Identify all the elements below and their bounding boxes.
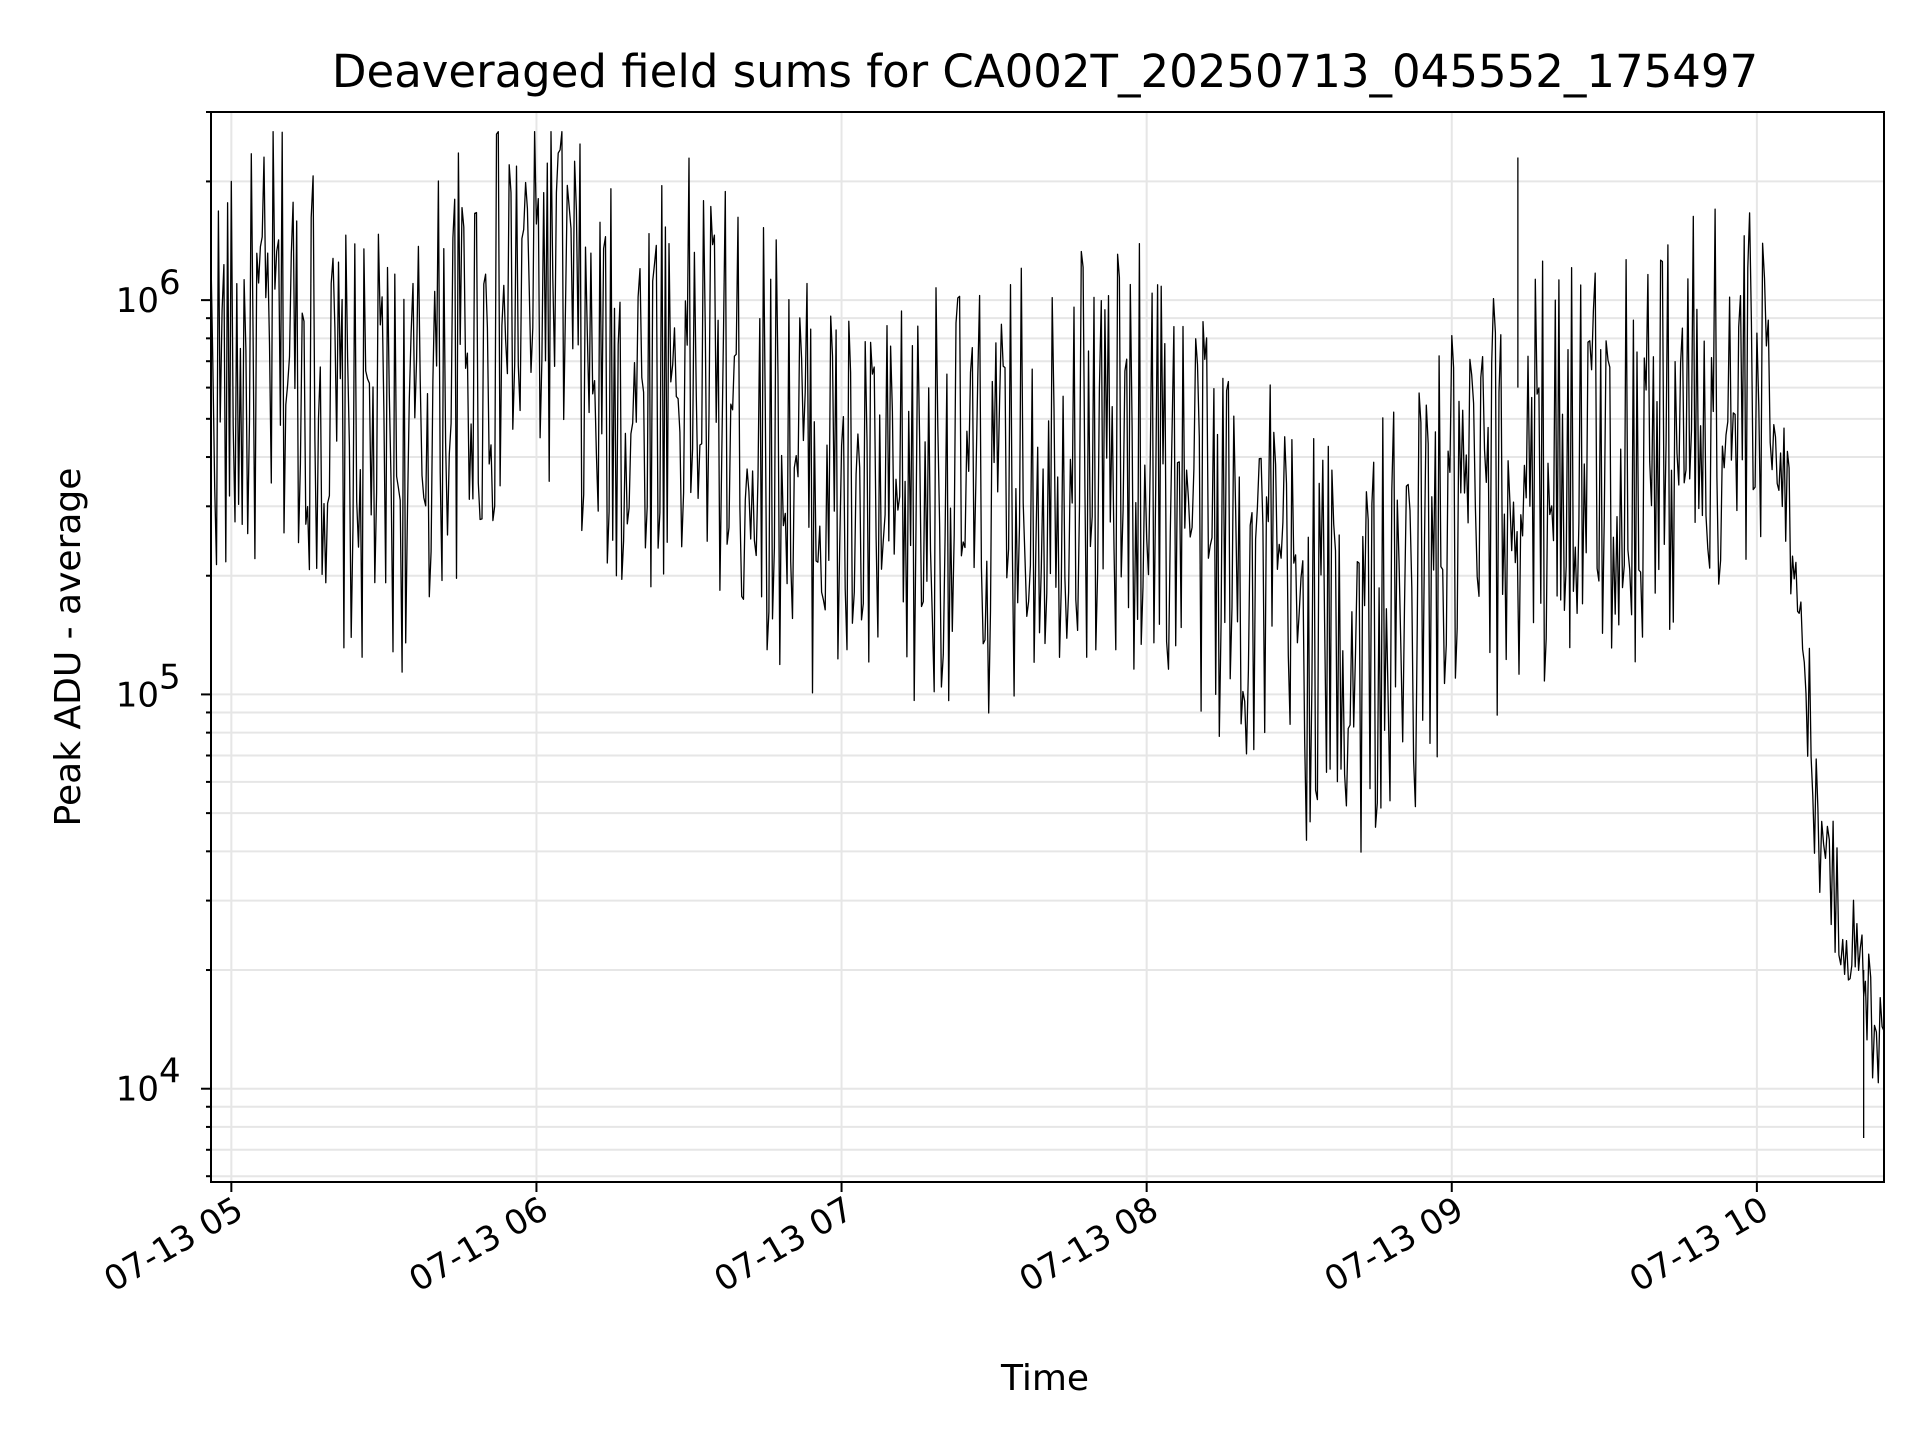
chart-title: Deaveraged field sums for CA002T_2025071… [332, 45, 1758, 98]
y-tick-label: 10 [116, 1070, 159, 1110]
y-tick-label: 10 [116, 675, 159, 715]
data-series-line [210, 131, 1885, 1084]
y-tick-label-base: 10 [116, 675, 159, 715]
y-tick-label-exponent: 4 [159, 1052, 181, 1092]
y-tick-label: 10 [116, 281, 159, 321]
series-layer [210, 131, 1885, 1138]
y-tick-label-base: 10 [116, 1070, 159, 1110]
plot-frame [210, 111, 1885, 1183]
y-tick-label-exponent: 5 [159, 657, 181, 697]
y-axis-label: Peak ADU - average [48, 468, 89, 827]
x-axis-label: Time [1000, 1358, 1089, 1399]
y-tick-label-base: 10 [116, 281, 159, 321]
y-tick-label-exponent: 6 [159, 263, 181, 303]
